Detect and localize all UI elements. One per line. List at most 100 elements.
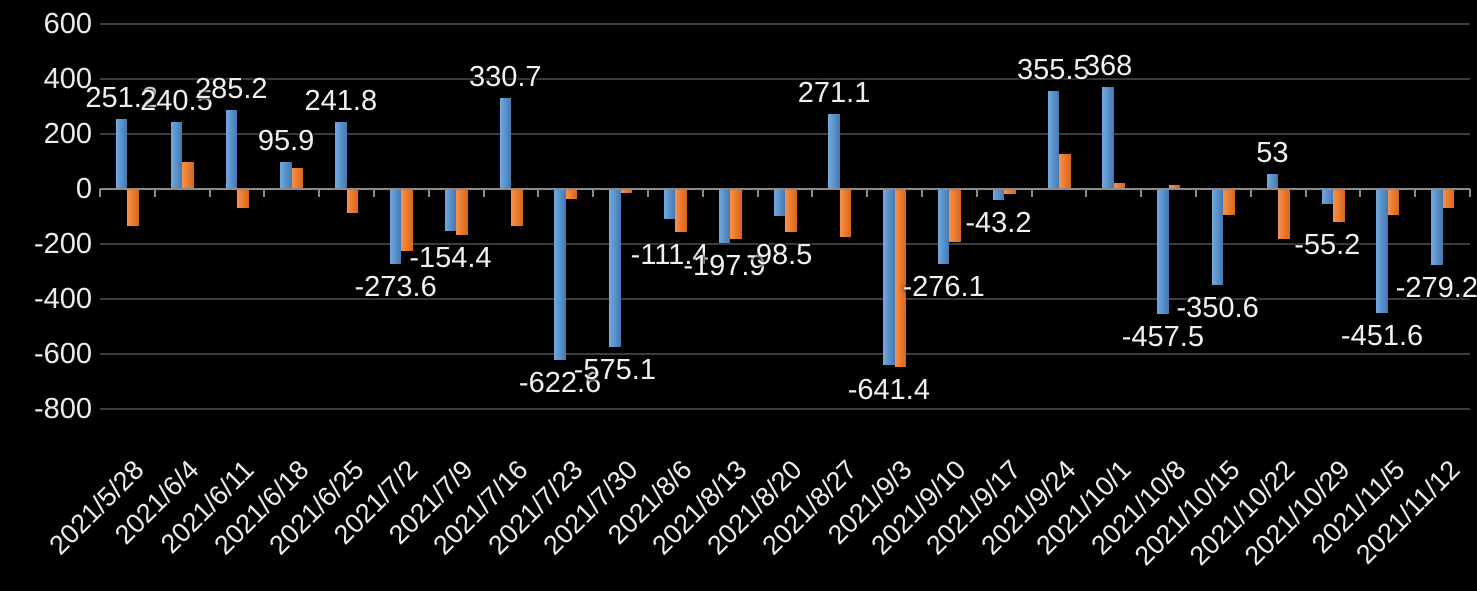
axis-tick — [1195, 188, 1197, 197]
bar-series-2-orange — [675, 188, 687, 233]
bar-series-2-orange — [620, 188, 633, 194]
x-axis-line — [100, 187, 1470, 190]
bar-series-1-blue — [609, 188, 621, 347]
axis-tick — [318, 188, 321, 197]
bar-series-2-orange — [949, 188, 961, 243]
axis-tick — [592, 188, 595, 197]
axis-tick — [99, 188, 101, 197]
data-label: -273.6 — [354, 270, 437, 303]
bar-series-1-blue — [225, 110, 237, 189]
gridline — [100, 77, 1470, 80]
y-axis-label: 400 — [43, 62, 92, 95]
gridline — [100, 132, 1470, 135]
y-axis-label: -800 — [33, 392, 92, 425]
bar-series-1-blue — [389, 188, 402, 264]
bar-series-1-blue — [1266, 173, 1279, 189]
bar-series-2-orange — [1004, 188, 1016, 194]
axis-tick — [1304, 188, 1307, 197]
data-label: 271.1 — [797, 76, 871, 109]
bar-series-2-orange — [182, 162, 194, 189]
data-label: -197.9 — [683, 249, 766, 282]
y-axis-label: -200 — [33, 227, 92, 260]
axis-tick — [1030, 188, 1033, 197]
gridline — [100, 407, 1470, 410]
data-label: 95.9 — [257, 125, 315, 158]
data-label: 368 — [1083, 50, 1133, 83]
axis-tick — [1414, 188, 1417, 197]
axis-tick — [1085, 188, 1088, 197]
bar-series-2-orange — [237, 188, 249, 209]
bar-series-1-blue — [1376, 188, 1388, 313]
bar-series-2-orange — [1387, 188, 1400, 215]
bar-series-1-blue — [773, 188, 785, 216]
axis-tick — [756, 188, 759, 197]
bar-series-1-blue — [335, 122, 347, 189]
bar-series-2-orange — [1333, 188, 1345, 222]
axis-tick — [921, 188, 923, 197]
data-label: 241.8 — [304, 85, 378, 117]
bar-series-2-orange — [346, 188, 359, 213]
axis-tick — [1140, 188, 1143, 197]
bar-series-2-orange — [1059, 154, 1071, 189]
bar-series-1-blue — [1102, 87, 1114, 189]
bar-series-1-blue — [1431, 188, 1443, 266]
bar-series-1-blue — [1211, 188, 1224, 285]
y-axis-label: 200 — [43, 117, 92, 150]
bar-series-2-orange — [1168, 184, 1181, 189]
bar-series-2-orange — [511, 188, 523, 226]
bar-series-2-orange — [894, 188, 907, 367]
bar-series-2-orange — [839, 188, 852, 237]
axis-tick — [975, 188, 978, 197]
gridline — [100, 242, 1470, 245]
data-label: -98.5 — [746, 239, 813, 272]
bar-series-2-orange — [565, 188, 578, 199]
axis-tick — [263, 188, 266, 197]
bar-series-2-orange — [1113, 183, 1126, 189]
bar-series-1-blue — [170, 122, 183, 189]
data-label: -451.6 — [1340, 319, 1424, 352]
axis-tick — [537, 188, 540, 197]
gridline — [100, 22, 1470, 25]
bar-series-1-blue — [828, 113, 840, 189]
data-label: -43.2 — [965, 207, 1032, 240]
data-label: 285.2 — [194, 73, 268, 106]
data-label: -350.6 — [1176, 291, 1259, 324]
data-label: 53 — [1256, 136, 1289, 169]
axis-tick — [866, 188, 869, 197]
axis-tick — [811, 188, 814, 197]
bar-series-2-orange — [1223, 188, 1235, 215]
bar-series-2-orange — [127, 188, 139, 226]
bar-series-1-blue — [499, 97, 511, 189]
axis-tick — [1469, 188, 1471, 197]
axis-tick — [647, 188, 649, 197]
bar-series-1-blue — [1047, 90, 1059, 189]
bar-series-1-blue — [937, 188, 950, 265]
y-axis-label: -600 — [33, 337, 92, 370]
bar-series-1-blue — [444, 188, 457, 231]
bar-series-1-blue — [883, 188, 895, 365]
y-axis-label: 600 — [43, 7, 92, 40]
bar-series-2-orange — [401, 188, 413, 252]
y-axis-label: 0 — [75, 172, 92, 205]
axis-tick — [1359, 188, 1362, 197]
data-label: -55.2 — [1294, 228, 1361, 261]
bar-series-1-blue — [554, 188, 566, 360]
axis-tick — [701, 188, 704, 197]
data-label: -575.1 — [573, 353, 656, 386]
bar-series-2-orange — [291, 168, 304, 189]
bar-series-2-orange — [456, 188, 468, 235]
data-label: -279.2 — [1395, 272, 1477, 305]
bar-series-1-blue — [115, 119, 128, 189]
data-label: -641.4 — [847, 373, 930, 406]
data-label: 355.5 — [1016, 53, 1090, 86]
axis-tick — [482, 188, 485, 197]
bar-series-1-blue — [992, 188, 1005, 201]
data-label: -154.4 — [409, 241, 492, 274]
gridline — [100, 352, 1470, 355]
bar-series-2-orange — [1278, 188, 1290, 240]
axis-tick — [1249, 188, 1252, 197]
axis-tick — [373, 188, 375, 197]
data-label: 240.5 — [140, 85, 213, 118]
y-axis-label: -400 — [33, 282, 92, 315]
